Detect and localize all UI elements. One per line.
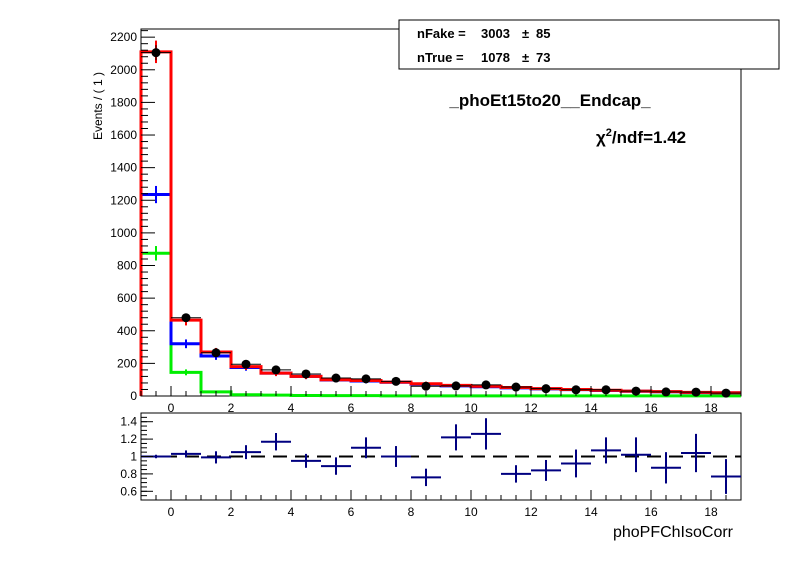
ratio-x-tick-label: 12 bbox=[524, 505, 538, 519]
data-point-1 bbox=[181, 313, 191, 323]
data-point-4 bbox=[271, 365, 281, 375]
ratio-x-tick-label: 14 bbox=[584, 505, 598, 519]
ratio-y-tick-label: 0.6 bbox=[120, 484, 137, 498]
chi2-label: χ2/ndf=1.42 bbox=[596, 127, 686, 147]
data-point-2 bbox=[211, 348, 221, 358]
ratio-axes: 0.6 0.8 1 1.2 1.4 0 2 4 6 8 10 12 14 16 18 bbox=[120, 412, 742, 519]
x-tick-label-2: 2 bbox=[228, 401, 235, 415]
y-tick-label-600: 600 bbox=[117, 291, 137, 305]
legend-fake-label: nFake = bbox=[417, 26, 466, 41]
data-point-7 bbox=[361, 374, 371, 384]
y-tick-label-200: 200 bbox=[117, 356, 137, 370]
data-point-10 bbox=[451, 381, 461, 391]
ratio-x-tick-label: 18 bbox=[704, 505, 718, 519]
x-tick-label-8: 8 bbox=[408, 401, 415, 415]
legend-true-value: 1078 bbox=[481, 50, 510, 65]
main-axes: 0 200 400 600 800 1000 1200 1400 1600 1800 2000 220… bbox=[110, 30, 742, 415]
x-tick-label-12: 12 bbox=[524, 401, 538, 415]
y-tick-label-1800: 1800 bbox=[110, 95, 137, 109]
legend-true-error: 73 bbox=[536, 50, 550, 65]
x-tick-label-14: 14 bbox=[584, 401, 598, 415]
y-tick-label-800: 800 bbox=[117, 259, 137, 273]
data-point-12 bbox=[511, 382, 521, 392]
legend: nFake = 3003 ± 85 nTrue = 1078 ± 73 bbox=[398, 19, 780, 70]
ratio-x-tick-label: 4 bbox=[288, 505, 295, 519]
ratio-y-tick-label: 1.4 bbox=[120, 415, 137, 429]
ratio-x-tick-label: 6 bbox=[348, 505, 355, 519]
ratio-x-tick-label: 10 bbox=[464, 505, 478, 519]
ratio-y-tick-label: 1 bbox=[130, 450, 137, 464]
data-point-13 bbox=[541, 384, 551, 394]
data-point-5 bbox=[301, 369, 311, 379]
ratio-x-tick-label: 16 bbox=[644, 505, 658, 519]
data-point-9 bbox=[421, 381, 431, 391]
y-tick-label-1200: 1200 bbox=[110, 193, 137, 207]
legend-true-pm: ± bbox=[522, 50, 529, 65]
data-point-15 bbox=[601, 385, 611, 395]
x-tick-label-4: 4 bbox=[288, 401, 295, 415]
y-axis-title: Events / ( 1 ) bbox=[91, 72, 105, 140]
x-tick-label-16: 16 bbox=[644, 401, 658, 415]
legend-fake-pm: ± bbox=[522, 26, 529, 41]
legend-true-label: nTrue = bbox=[417, 50, 464, 65]
y-tick-label-1600: 1600 bbox=[110, 128, 137, 142]
ratio-points bbox=[141, 418, 741, 494]
data-point-14 bbox=[571, 385, 581, 395]
x-axis-title: phoPFChIsoCorr bbox=[613, 524, 734, 541]
data-point-6 bbox=[331, 373, 341, 383]
y-tick-label-400: 400 bbox=[117, 324, 137, 338]
ratio-y-tick-label: 0.8 bbox=[120, 467, 137, 481]
ratio-y-tick-label: 1.2 bbox=[120, 432, 137, 446]
y-tick-label-1000: 1000 bbox=[110, 226, 137, 240]
x-tick-label-0: 0 bbox=[168, 401, 175, 415]
chart-title: _phoEt15to20__Endcap_ bbox=[448, 91, 651, 110]
data-point-0 bbox=[151, 48, 161, 58]
y-tick-label-1400: 1400 bbox=[110, 161, 137, 175]
data-point-11 bbox=[481, 380, 491, 390]
ratio-x-tick-label: 2 bbox=[228, 505, 235, 519]
y-tick-label-2000: 2000 bbox=[110, 63, 137, 77]
legend-fake-error: 85 bbox=[536, 26, 550, 41]
ratio-x-tick-label: 8 bbox=[408, 505, 415, 519]
ratio-x-tick-label: 0 bbox=[168, 505, 175, 519]
legend-fake-value: 3003 bbox=[481, 26, 510, 41]
data-point-8 bbox=[391, 376, 401, 386]
y-tick-label-0: 0 bbox=[130, 389, 137, 403]
x-tick-label-6: 6 bbox=[348, 401, 355, 415]
x-tick-label-10: 10 bbox=[464, 401, 478, 415]
x-tick-label-18: 18 bbox=[704, 401, 718, 415]
data-point-3 bbox=[241, 359, 251, 369]
y-tick-label-2200: 2200 bbox=[110, 30, 137, 44]
